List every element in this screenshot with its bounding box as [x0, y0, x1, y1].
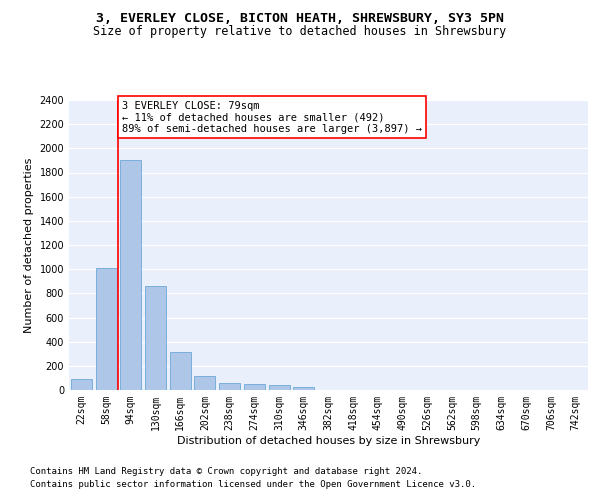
Text: Contains public sector information licensed under the Open Government Licence v3: Contains public sector information licen… [30, 480, 476, 489]
Bar [145, 286, 166, 390]
Bar [293, 387, 314, 390]
Bar [244, 384, 265, 390]
Bar [269, 385, 290, 390]
Bar [120, 160, 141, 390]
Bar [71, 378, 92, 390]
Bar [95, 268, 116, 390]
Bar [194, 376, 215, 390]
Bar [219, 383, 240, 390]
Bar [170, 352, 191, 390]
Text: 3 EVERLEY CLOSE: 79sqm
← 11% of detached houses are smaller (492)
89% of semi-de: 3 EVERLEY CLOSE: 79sqm ← 11% of detached… [122, 100, 422, 134]
Y-axis label: Number of detached properties: Number of detached properties [24, 158, 34, 332]
X-axis label: Distribution of detached houses by size in Shrewsbury: Distribution of detached houses by size … [177, 436, 480, 446]
Text: Contains HM Land Registry data © Crown copyright and database right 2024.: Contains HM Land Registry data © Crown c… [30, 467, 422, 476]
Text: 3, EVERLEY CLOSE, BICTON HEATH, SHREWSBURY, SY3 5PN: 3, EVERLEY CLOSE, BICTON HEATH, SHREWSBU… [96, 12, 504, 26]
Text: Size of property relative to detached houses in Shrewsbury: Size of property relative to detached ho… [94, 25, 506, 38]
